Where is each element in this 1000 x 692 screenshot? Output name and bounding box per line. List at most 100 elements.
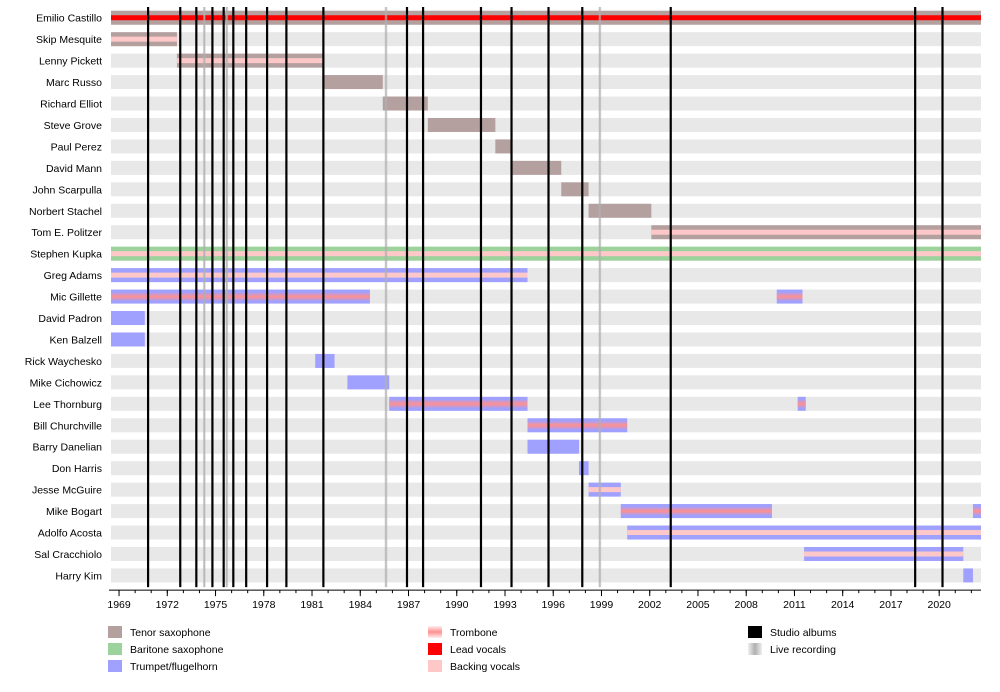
member-label-skip-mesquite: Skip Mesquite: [36, 34, 102, 46]
x-axis-tick-label: 1981: [300, 599, 324, 611]
bar-richard-elliot-tenor-saxophone: [382, 96, 428, 111]
row-background: [111, 311, 981, 326]
x-axis-tick-label: 1993: [493, 599, 517, 611]
release-lines-layer: [146, 7, 944, 588]
bar-stephen-kupka-backing-vocals: [111, 251, 981, 257]
member-label-don-harris: Don Harris: [52, 463, 102, 475]
studio-album-line: [285, 7, 288, 588]
bar-lenny-pickett-backing-vocals: [176, 58, 324, 64]
bar-lee-thornburg-trombone: [797, 399, 806, 408]
row-background: [111, 353, 981, 368]
legend-swatch-baritone-saxophone: [108, 643, 122, 655]
studio-album-line: [265, 7, 269, 588]
bar-mic-gillette-trombone: [111, 292, 370, 301]
legend-label-baritone-saxophone: Baritone saxophone: [130, 644, 224, 656]
studio-album-line: [222, 7, 225, 588]
x-axis-tick-label: 1987: [397, 599, 421, 611]
legend-swatch-tenor-saxophone: [108, 626, 122, 638]
member-label-ken-balzell: Ken Balzell: [49, 334, 102, 346]
live-recording-line: [384, 7, 388, 588]
member-label-david-padron: David Padron: [38, 313, 102, 325]
row-background: [111, 482, 981, 497]
studio-album-line: [211, 7, 214, 588]
member-label-mike-cichowicz: Mike Cichowicz: [30, 377, 102, 389]
studio-album-line: [405, 7, 409, 588]
bar-lee-thornburg-trombone: [389, 399, 528, 408]
studio-album-line: [669, 7, 672, 588]
member-label-sal-cracchiolo: Sal Cracchiolo: [34, 549, 102, 561]
member-label-richard-elliot: Richard Elliot: [40, 99, 102, 111]
member-label-marc-russo: Marc Russo: [46, 77, 102, 89]
row-background: [111, 203, 981, 218]
row-background: [111, 375, 981, 390]
live-recording-line: [202, 7, 206, 588]
member-label-stephen-kupka: Stephen Kupka: [30, 249, 102, 261]
member-label-steve-grove: Steve Grove: [44, 120, 103, 132]
legend-label-live-recording: Live recording: [770, 644, 836, 656]
x-axis-tick-label: 1978: [252, 599, 276, 611]
row-background: [111, 504, 981, 519]
row-background: [111, 568, 981, 583]
x-axis: 1969 1972 1975 1978 1981 1984 1987 1990 1993 1996…: [107, 589, 981, 611]
row-background: [111, 139, 981, 154]
bar-harry-kim-trumpet-flugelhorn: [963, 568, 973, 583]
studio-album-line: [479, 7, 483, 588]
bar-skip-mesquite-backing-vocals: [111, 36, 177, 42]
member-label-harry-kim: Harry Kim: [55, 570, 102, 582]
member-label-david-mann: David Mann: [46, 163, 102, 175]
bar-david-mann-tenor-saxophone: [511, 160, 562, 175]
studio-album-line: [179, 7, 182, 588]
legend-swatch-backing-vocals: [428, 660, 442, 672]
legend: Tenor saxophone Baritone saxophone Trumpet…: [108, 626, 837, 673]
bar-mic-gillette-trombone: [776, 292, 803, 301]
member-label-bill-churchville: Bill Churchville: [33, 420, 102, 432]
member-label-mic-gillette: Mic Gillette: [50, 292, 102, 304]
member-label-lee-thornburg: Lee Thornburg: [33, 399, 102, 411]
bar-ken-balzell-trumpet-flugelhorn: [111, 332, 145, 347]
row-background: [111, 117, 981, 132]
studio-album-line: [510, 7, 513, 588]
member-label-tom-e-politzer: Tom E. Politzer: [31, 227, 102, 239]
x-axis-tick-label: 2011: [783, 599, 806, 611]
member-label-jesse-mcguire: Jesse McGuire: [32, 485, 102, 497]
member-label-paul-perez: Paul Perez: [51, 141, 102, 153]
row-background: [111, 182, 981, 197]
row-background: [111, 96, 981, 111]
member-label-john-scarpulla: John Scarpulla: [33, 184, 103, 196]
x-axis-tick-label: 2017: [879, 599, 903, 611]
x-axis-tick-label: 1996: [542, 599, 566, 611]
bar-rick-waychesko-trumpet-flugelhorn: [315, 353, 335, 368]
bar-mike-bogart-trombone: [620, 507, 772, 516]
live-recording-line: [225, 7, 229, 588]
studio-album-line: [245, 7, 248, 588]
studio-album-line: [547, 7, 550, 588]
bar-don-harris-trumpet-flugelhorn: [578, 461, 589, 476]
legend-swatch-trumpet-flugelhorn: [108, 660, 122, 672]
studio-album-line: [914, 7, 917, 588]
row-background: [111, 53, 981, 68]
bar-tom-e-politzer-backing-vocals: [651, 229, 981, 235]
x-axis-tick-label: 1969: [107, 599, 131, 611]
row-background: [111, 332, 981, 347]
legend-label-studio-albums: Studio albums: [770, 627, 837, 639]
bar-norbert-stachel-tenor-saxophone: [588, 203, 652, 218]
legend-swatch-trombone: [428, 626, 442, 638]
member-label-mike-bogart: Mike Bogart: [46, 506, 102, 518]
studio-album-line: [195, 7, 198, 588]
member-label-norbert-stachel: Norbert Stachel: [29, 206, 102, 218]
row-background: [111, 546, 981, 561]
bar-sal-cracchiolo-backing-vocals: [804, 551, 964, 557]
legend-swatch-studio-albums: [748, 626, 762, 638]
member-label-greg-adams: Greg Adams: [44, 270, 102, 282]
studio-album-line: [941, 7, 944, 588]
x-axis-tick-label: 2002: [638, 599, 662, 611]
bar-paul-perez-tenor-saxophone: [495, 139, 512, 154]
row-background: [111, 75, 981, 90]
legend-label-tenor-saxophone: Tenor saxophone: [130, 627, 211, 639]
member-label-barry-danelian: Barry Danelian: [33, 442, 103, 454]
row-background: [111, 32, 981, 47]
bar-mike-cichowicz-trumpet-flugelhorn: [347, 375, 390, 390]
legend-label-backing-vocals: Backing vocals: [450, 661, 520, 673]
x-axis-tick-label: 2008: [735, 599, 759, 611]
